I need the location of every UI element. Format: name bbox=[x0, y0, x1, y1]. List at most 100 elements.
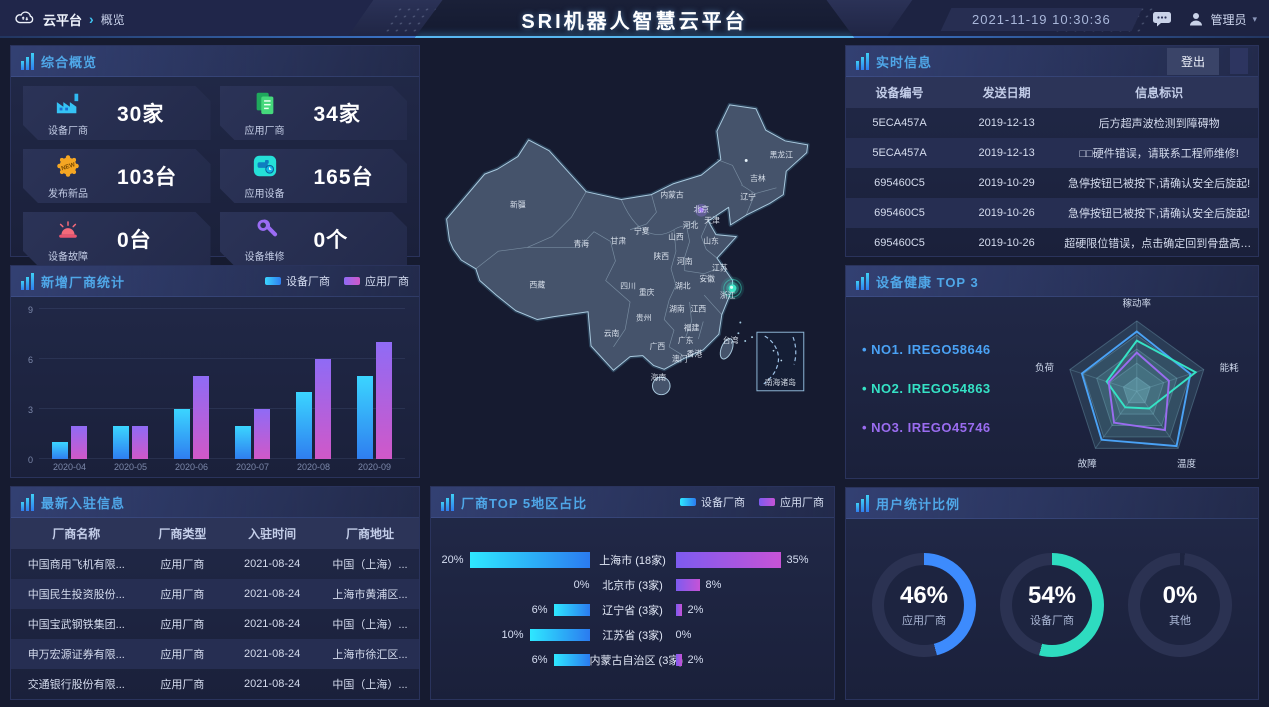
breadcrumb-page[interactable]: 概览 bbox=[100, 12, 125, 27]
radar-legend-item[interactable]: • NO2. IREGO54863 bbox=[862, 381, 991, 396]
province-label-南海诸岛: 南海诸岛 bbox=[765, 377, 796, 387]
table-row: 695460C5 2019-10-29 急停按钮已被按下,请确认安全后旋起! bbox=[846, 168, 1258, 198]
user-icon bbox=[1190, 13, 1203, 26]
wrench-icon bbox=[251, 216, 279, 247]
table-cell: 急停按钮已被按下,请确认安全后旋起! bbox=[1068, 178, 1251, 190]
table-cell: 695460C5 bbox=[874, 237, 925, 249]
main-grid: 综合概览 设备厂商 30家 应用厂商 34家 NEW bbox=[10, 45, 1259, 700]
logout-button[interactable]: 登出 bbox=[1166, 47, 1219, 75]
province-label-广东: 广东 bbox=[678, 335, 694, 345]
device-health-panel-title: 设备健康 TOP 3 bbox=[876, 274, 979, 290]
table-cell: 中国商用飞机有限... bbox=[27, 559, 125, 571]
donut-其他: 0% 其他 bbox=[1128, 553, 1232, 657]
bar-应用厂商 bbox=[132, 425, 148, 459]
province-label-安徽: 安徽 bbox=[699, 273, 715, 283]
x-axis-label: 2020-08 bbox=[296, 462, 331, 472]
legend-swatch bbox=[344, 277, 360, 285]
legend-item-app-vendors[interactable]: 应用厂商 bbox=[759, 494, 824, 510]
province-label-辽宁: 辽宁 bbox=[740, 192, 756, 202]
province-label-北京: 北京 bbox=[694, 204, 710, 214]
province-label-湖北: 湖北 bbox=[675, 281, 691, 290]
right-percent-label: 35% bbox=[786, 554, 809, 566]
table-row: 5ECA457A 2019-12-13 后方超声波检测到障碍物 bbox=[846, 108, 1258, 138]
latest-vendors-panel: 最新入驻信息 厂商名称 厂商类型 入驻时间 厂商地址 中国商用飞机有限... 应用厂商 2… bbox=[10, 486, 420, 700]
bar-设备厂商 bbox=[296, 392, 312, 459]
donut-percent: 54% bbox=[1027, 582, 1077, 609]
bar-groups: 2020-04 2020-05 2020-06 2020-07 2020-08 2020-… bbox=[39, 303, 405, 475]
stat-label: 设备故障 bbox=[48, 251, 88, 263]
table-row: 5ECA457A 2019-12-13 □□硬件错误，请联系工程师维修! bbox=[846, 138, 1258, 168]
top-regions-panel-header: 厂商TOP 5地区占比 设备厂商 应用厂商 bbox=[431, 487, 834, 518]
x-axis-label: 2020-05 bbox=[113, 462, 148, 472]
y-axis-tick: 6 bbox=[27, 355, 33, 365]
realtime-panel-title: 实时信息 bbox=[876, 54, 933, 70]
stat-card-app-vendors: 应用厂商 34家 bbox=[220, 86, 408, 140]
left-column: 综合概览 设备厂商 30家 应用厂商 34家 NEW bbox=[10, 45, 420, 700]
province-borders bbox=[475, 159, 777, 359]
bar-应用厂商 bbox=[254, 409, 270, 459]
radar-legend-item[interactable]: • NO3. IREGO45746 bbox=[862, 420, 991, 435]
table-cell: 中国（上海）... bbox=[332, 679, 408, 691]
latest-vendors-table: 厂商名称 厂商类型 入驻时间 厂商地址 中国商用飞机有限... 应用厂商 2021-08-… bbox=[11, 518, 419, 699]
svg-text:NEW: NEW bbox=[61, 162, 77, 172]
china-outline bbox=[446, 104, 809, 371]
table-cell: 上海市黄浦区... bbox=[332, 589, 408, 601]
user-ratio-panel-header: 用户统计比例 bbox=[846, 488, 1258, 519]
table-header-row: 设备编号 发送日期 信息标识 bbox=[846, 77, 1258, 108]
table-cell: 2019-10-29 bbox=[978, 177, 1035, 189]
radar-axis-label: 负荷 bbox=[1035, 362, 1055, 374]
radar-spoke bbox=[1136, 391, 1179, 449]
table-cell: 2019-12-13 bbox=[978, 147, 1035, 159]
radar-legend-item[interactable]: • NO1. IREGO58646 bbox=[862, 342, 991, 357]
panel-title-icon bbox=[856, 272, 869, 290]
province-label-陕西: 陕西 bbox=[653, 251, 669, 261]
table-cell: 上海市徐汇区... bbox=[332, 649, 408, 661]
user-ratio-panel-title: 用户统计比例 bbox=[876, 496, 961, 512]
stat-value: 0台 bbox=[117, 229, 152, 252]
page-title: SRI机器人智慧云平台 bbox=[521, 10, 748, 33]
table-cell: 应用厂商 bbox=[160, 559, 205, 571]
province-label-宁夏: 宁夏 bbox=[634, 226, 650, 236]
table-cell: 后方超声波检测到障碍物 bbox=[1098, 118, 1220, 130]
header-decoration bbox=[1230, 48, 1248, 74]
radar-chart-area: • NO1. IREGO58646 • NO2. IREGO54863 • NO3.… bbox=[846, 297, 1258, 480]
stat-label: 设备厂商 bbox=[48, 125, 88, 137]
cloud-icon bbox=[14, 8, 36, 31]
message-icon[interactable] bbox=[1152, 11, 1172, 27]
bar-设备厂商 bbox=[235, 425, 251, 459]
column-header: 信息标识 bbox=[1135, 86, 1184, 100]
breadcrumb-app[interactable]: 云平台 bbox=[43, 12, 83, 28]
app-device-icon bbox=[251, 153, 279, 184]
column-header: 设备编号 bbox=[875, 86, 924, 100]
stat-label: 应用设备 bbox=[244, 188, 285, 200]
province-label-重庆: 重庆 bbox=[639, 287, 655, 297]
new-vendors-panel-title: 新增厂商统计 bbox=[41, 274, 126, 290]
table-cell: 2021-08-24 bbox=[243, 648, 301, 660]
legend-item-device-vendors[interactable]: 设备厂商 bbox=[680, 494, 745, 510]
column-header: 入驻时间 bbox=[248, 527, 297, 541]
top-bar: 云平台 › 概览 SRI机器人智慧云平台 2021-11-19 10:30:36… bbox=[0, 0, 1269, 38]
stat-value: 30家 bbox=[117, 103, 165, 126]
top-regions-panel-title: 厂商TOP 5地区占比 bbox=[461, 495, 588, 511]
table-cell: 应用厂商 bbox=[160, 589, 205, 601]
table-row: 交通银行股份有限... 应用厂商 2021-08-24 中国（上海）... bbox=[11, 669, 419, 699]
right-percent-label: 2% bbox=[687, 654, 704, 666]
user-menu[interactable]: 管理员 ▾ bbox=[1188, 11, 1257, 28]
legend-item-app-vendors[interactable]: 应用厂商 bbox=[344, 273, 409, 289]
table-cell: 中国宝武钢铁集团... bbox=[27, 619, 125, 631]
radar-legend-list: • NO1. IREGO58646 • NO2. IREGO54863 • NO3.… bbox=[846, 342, 1015, 435]
bar-group: 2020-04 bbox=[39, 303, 100, 475]
legend-item-device-vendors[interactable]: 设备厂商 bbox=[265, 273, 330, 289]
table-cell: 5ECA457A bbox=[872, 117, 927, 129]
region-label: 辽宁省 (3家) bbox=[602, 605, 663, 617]
realtime-table: 设备编号 发送日期 信息标识 5ECA457A 2019-12-13 后方超声波检测到障… bbox=[846, 77, 1258, 258]
latest-vendors-panel-title: 最新入驻信息 bbox=[41, 495, 126, 511]
right-bar bbox=[675, 552, 781, 568]
province-label-湖南: 湖南 bbox=[669, 304, 685, 314]
hainan-island bbox=[652, 376, 671, 396]
radar-axis-label: 稼动率 bbox=[1123, 298, 1152, 310]
new-vendors-panel: 新增厂商统计 设备厂商 应用厂商 2020-04 2020-05 2020-06 20… bbox=[10, 265, 420, 478]
